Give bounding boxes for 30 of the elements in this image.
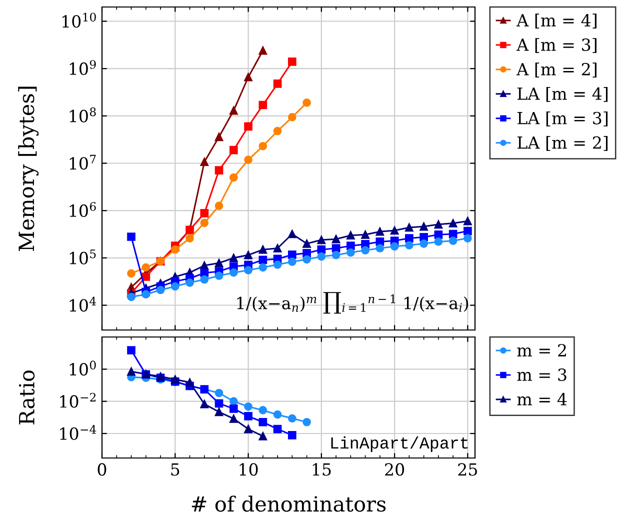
annotation: LinApart/Apart [331, 436, 468, 452]
x-tick-label: 25 [458, 463, 478, 476]
legend-label: A [m = 2] [516, 62, 596, 78]
legend-label: LA [m = 4] [518, 87, 608, 102]
y-tick-label: 10$^{−4}$ [60, 425, 96, 440]
y-tick-label: 10$^{4}$ [70, 296, 96, 312]
text: 1/(x−a$_{n}$)$^{m}$ ∏$_{i=1}$$^{n−1}$ 1/(x−a$_{i}$) [237, 292, 468, 314]
x-tick-label: 20 [385, 463, 404, 476]
x-tick-label: 10 [240, 463, 258, 476]
y-tick-label: 10$^{6}$ [70, 202, 96, 218]
y-axis-title: Memory [bytes] [18, 86, 39, 251]
y-tick-label: 10$^{10}$ [62, 12, 96, 28]
legend-label: LA [m = 2] [518, 136, 608, 151]
x-tick-label: 15 [312, 463, 331, 476]
y-tick-label: 10$^{0}$ [70, 360, 96, 376]
legend-label: A [m = 4] [516, 14, 596, 29]
legend-label: LA [m = 3] [518, 112, 608, 126]
x-tick-label: 5 [171, 463, 180, 476]
y-axis-title: Ratio [18, 370, 35, 424]
y-tick-label: 10$^{−2}$ [60, 392, 96, 408]
x-tick-label: 0 [98, 463, 106, 476]
y-tick-label: 10$^{7}$ [70, 154, 96, 170]
legend-label: m = 3 [517, 368, 566, 382]
y-tick-label: 10$^{5}$ [70, 250, 96, 264]
legend-label: A [m = 3] [516, 38, 596, 53]
legend-label: m = 2 [517, 344, 566, 356]
y-tick-label: 10$^{8}$ [70, 107, 96, 122]
y-tick-label: 10$^{9}$ [70, 60, 96, 76]
legend-label: m = 4 [517, 392, 567, 406]
x-axis-title: # of denominators [192, 496, 386, 512]
